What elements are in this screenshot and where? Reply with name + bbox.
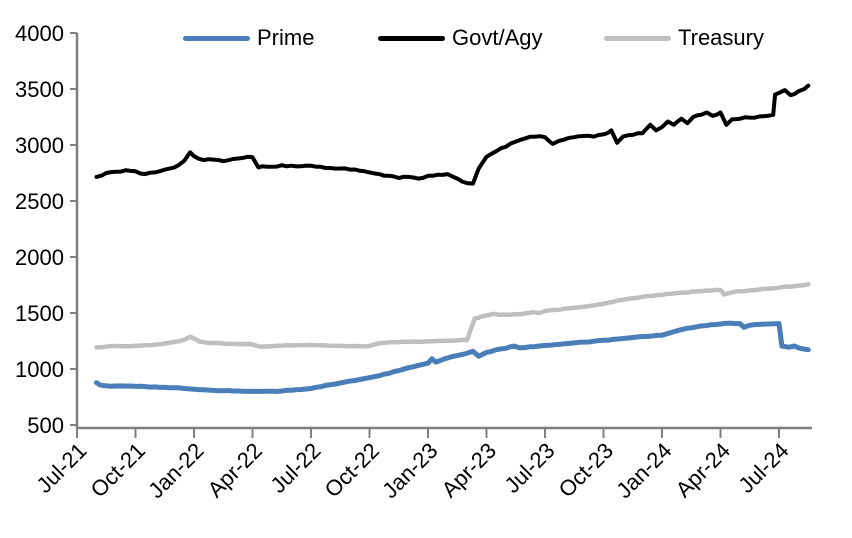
y-axis-tick-label: 2000 (15, 245, 64, 270)
x-axis-tick-label: Jul-21 (31, 438, 91, 498)
y-axis-tick-label: 4000 (15, 21, 64, 46)
y-axis-tick-label: 500 (27, 413, 64, 438)
series-line-treasury (94, 282, 811, 350)
x-axis-tick-label: Oct-22 (320, 438, 384, 502)
treasury-line-swatch (604, 35, 671, 41)
series-line-govt-agy (94, 83, 811, 186)
legend-label-treasury: Treasury (678, 25, 764, 50)
legend-item-prime: Prime (183, 24, 314, 52)
y-axis-tick-label: 1500 (15, 301, 64, 326)
x-axis-tick-label: Jul-23 (499, 438, 559, 498)
x-axis-tick-label: Jan-23 (377, 438, 442, 503)
legend: Prime Govt/Agy Treasury (0, 24, 852, 52)
x-axis-tick-label: Oct-21 (86, 438, 150, 502)
series-line-prime (94, 320, 811, 394)
legend-label-prime: Prime (257, 25, 315, 50)
x-axis-tick-label: Apr-23 (437, 438, 501, 502)
govt-agy-line-swatch (378, 35, 445, 41)
legend-item-treasury: Treasury (604, 24, 764, 52)
prime-line-swatch (183, 35, 250, 41)
x-axis-tick-label: Apr-22 (203, 438, 267, 502)
y-axis-tick-label: 3000 (15, 133, 64, 158)
x-axis-tick-label: Jan-22 (143, 438, 208, 503)
y-axis-tick-label: 1000 (15, 357, 64, 382)
x-axis-tick-label: Jul-24 (733, 438, 793, 498)
y-axis-tick-label: 3500 (15, 77, 64, 102)
x-axis-tick-label: Jul-22 (265, 438, 325, 498)
x-axis-tick-label: Apr-24 (671, 438, 735, 502)
legend-item-govt-agy: Govt/Agy (378, 24, 542, 52)
x-axis-tick-label: Jan-24 (611, 438, 676, 503)
x-axis-tick-label: Oct-23 (554, 438, 618, 502)
y-axis-tick-label: 2500 (15, 189, 64, 214)
legend-label-govt-agy: Govt/Agy (452, 25, 543, 50)
